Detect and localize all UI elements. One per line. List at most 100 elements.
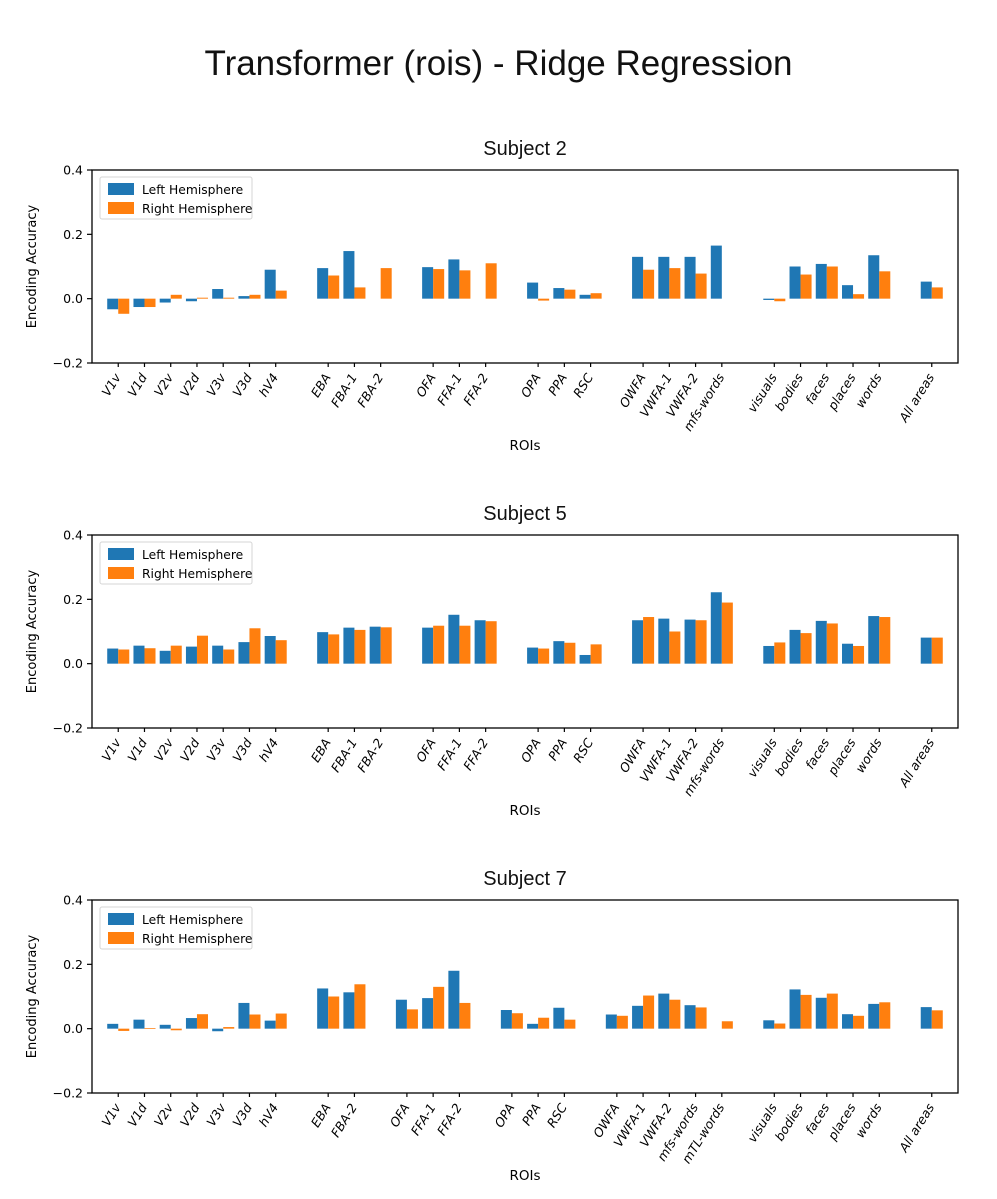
bar-right-words bbox=[879, 617, 891, 664]
bar-right-OFA bbox=[406, 1009, 418, 1029]
legend-swatch-left-hemisphere bbox=[108, 548, 134, 560]
subject-7-axes-frame bbox=[91, 899, 959, 1094]
x-tick-label: hV4 bbox=[256, 736, 282, 765]
bar-right-RSC bbox=[564, 1019, 576, 1029]
x-tick-label: PPA bbox=[545, 736, 570, 763]
bar-left-V2v bbox=[159, 1024, 171, 1029]
bar-left-EBA bbox=[317, 632, 329, 664]
bar-right-bodies bbox=[800, 633, 812, 664]
x-tick-label: OFA bbox=[387, 1101, 413, 1130]
bar-right-V1d bbox=[144, 1028, 156, 1029]
bar-right-EBA bbox=[328, 634, 340, 664]
bar-right-OPA bbox=[511, 1013, 523, 1029]
x-tick-label: EBA bbox=[308, 371, 334, 400]
bar-right-OPA bbox=[538, 298, 550, 301]
bar-right-PPA bbox=[538, 1017, 550, 1029]
bar-left-V1d bbox=[133, 645, 145, 664]
bar-right-hV4 bbox=[275, 1013, 287, 1029]
x-tick-label: All areas bbox=[895, 370, 937, 425]
y-tick-label: −0.2 bbox=[53, 721, 83, 736]
x-tick-label: V3d bbox=[229, 736, 255, 765]
legend-frame bbox=[99, 541, 253, 585]
x-tick-label: FBA-1 bbox=[328, 736, 360, 775]
x-tick-label: FFA-1 bbox=[434, 371, 465, 408]
bar-right-places bbox=[853, 645, 865, 664]
bar-left-VWFA-1 bbox=[632, 1005, 644, 1029]
bar-left-VWFA-2 bbox=[684, 619, 696, 664]
bar-left-V3v bbox=[212, 645, 224, 664]
legend-swatch-left-hemisphere bbox=[108, 183, 134, 195]
bar-right-V3v bbox=[223, 649, 235, 664]
bar-right-mfs-words bbox=[721, 602, 733, 664]
subplot-subject-2: Subject 2 0.4 0.2 0.0 −0.2 Encoding Accuracy V… bbox=[0, 128, 997, 463]
bar-right-FFA-1 bbox=[459, 270, 471, 299]
y-tick-label: 0.0 bbox=[63, 1021, 83, 1036]
bar-left-VWFA-1 bbox=[658, 618, 670, 664]
x-tick-label: PPA bbox=[519, 1101, 544, 1128]
bar-right-V3v bbox=[223, 1027, 235, 1029]
x-tick-label: V1d bbox=[124, 1101, 150, 1130]
legend-swatch-right-hemisphere bbox=[108, 202, 134, 214]
page-title: Transformer (rois) - Ridge Regression bbox=[204, 44, 793, 83]
bar-right-V2v bbox=[170, 294, 182, 299]
bar-left-V3v bbox=[212, 1028, 224, 1032]
bar-left-OFA bbox=[422, 267, 434, 299]
bar-left-places bbox=[842, 1014, 854, 1029]
subject-2-axes-frame bbox=[91, 169, 959, 364]
bar-left-VWFA-2 bbox=[684, 256, 696, 299]
x-tick-label: hV4 bbox=[256, 371, 282, 400]
bar-left-places bbox=[842, 285, 854, 299]
bar-left-FFA-1 bbox=[448, 259, 460, 299]
bar-right-V1v bbox=[118, 649, 130, 664]
bar-left-words bbox=[868, 255, 880, 299]
bar-left-V2v bbox=[159, 298, 171, 303]
x-tick-label: V2v bbox=[151, 735, 177, 764]
x-tick-label: OPA bbox=[518, 736, 544, 765]
x-tick-label: V3d bbox=[229, 371, 255, 400]
x-tick-label: FFA-1 bbox=[434, 736, 465, 773]
bar-left-FBA-1 bbox=[343, 627, 355, 664]
bar-right-EBA bbox=[328, 275, 340, 299]
x-tick-label: FBA-1 bbox=[328, 371, 360, 410]
subject-7-chart: Subject 7 0.4 0.2 0.0 −0.2 Encoding Accuracy V… bbox=[25, 868, 959, 1184]
bar-left-mfs-words bbox=[684, 1005, 696, 1029]
bar-left-OFA bbox=[422, 627, 434, 664]
legend-swatch-left-hemisphere bbox=[108, 913, 134, 925]
bar-left-FFA-2 bbox=[448, 970, 460, 1029]
x-tick-label: RSC bbox=[544, 1100, 570, 1130]
bar-left-visuals bbox=[763, 298, 775, 300]
x-tick-label: words bbox=[852, 370, 885, 410]
subject-5-y-axis-label: Encoding Accuracy bbox=[25, 570, 40, 694]
bar-left-OFA bbox=[395, 999, 407, 1029]
legend-label: Left Hemisphere bbox=[142, 183, 243, 197]
y-tick-label: 0.0 bbox=[63, 291, 83, 306]
bar-right-words bbox=[879, 271, 891, 299]
y-tick-label: 0.2 bbox=[63, 592, 83, 607]
bar-left-visuals bbox=[763, 1020, 775, 1029]
bar-right-All areas bbox=[931, 1010, 943, 1029]
bar-left-places bbox=[842, 643, 854, 664]
legend-frame bbox=[99, 176, 253, 220]
bar-right-words bbox=[879, 1002, 891, 1029]
bar-right-FFA-1 bbox=[433, 986, 445, 1029]
subject-7-title: Subject 7 bbox=[483, 868, 566, 890]
legend-swatch-right-hemisphere bbox=[108, 932, 134, 944]
x-tick-label: RSC bbox=[570, 735, 596, 765]
bar-right-RSC bbox=[590, 293, 602, 299]
bar-right-VWFA-2 bbox=[669, 999, 681, 1029]
bar-left-mfs-words bbox=[710, 245, 722, 299]
subject-7-y-axis-label: Encoding Accuracy bbox=[25, 935, 40, 1059]
subject-2-chart: Subject 2 0.4 0.2 0.0 −0.2 Encoding Accuracy V… bbox=[25, 138, 959, 454]
bar-left-OWFA bbox=[632, 620, 644, 664]
bar-left-RSC bbox=[579, 654, 591, 664]
bar-right-OFA bbox=[433, 625, 445, 664]
x-tick-label: PPA bbox=[545, 371, 570, 398]
y-tick-label: 0.2 bbox=[63, 957, 83, 972]
y-tick-label: 0.4 bbox=[63, 163, 83, 178]
bar-right-FFA-2 bbox=[485, 621, 497, 664]
x-tick-label: EBA bbox=[308, 1101, 334, 1130]
bar-left-bodies bbox=[789, 266, 801, 299]
legend-label: Right Hemisphere bbox=[142, 567, 252, 581]
bar-right-V3d bbox=[249, 628, 261, 664]
bar-right-faces bbox=[826, 993, 838, 1029]
